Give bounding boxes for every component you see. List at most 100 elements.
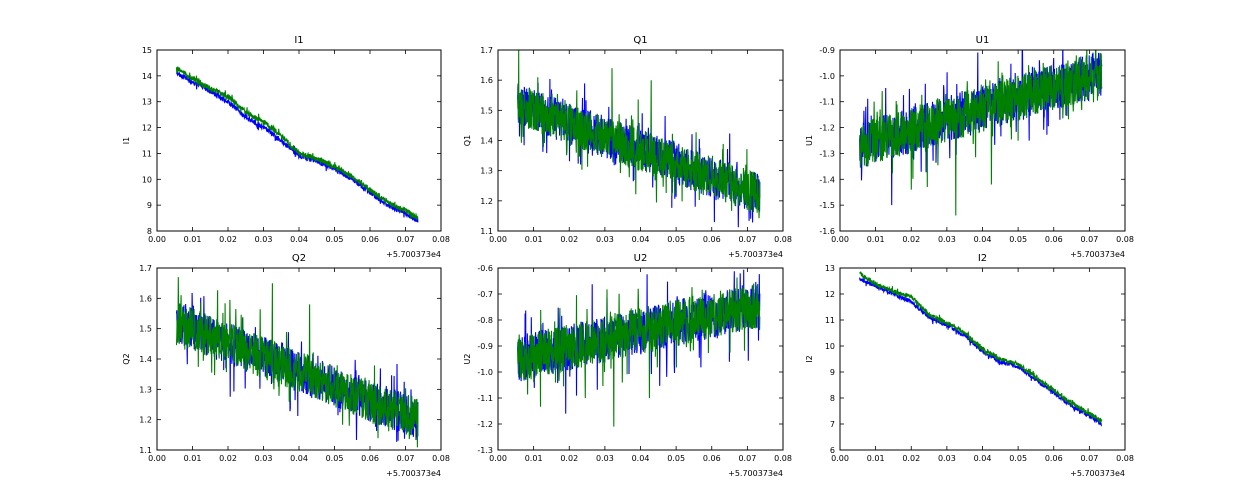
panel-title: I2 xyxy=(978,253,987,264)
y-tick-label: 10 xyxy=(142,175,152,184)
panel-title: U2 xyxy=(634,253,648,264)
y-tick-label: 1.7 xyxy=(139,264,152,273)
y-tick-label: 1.4 xyxy=(139,355,152,364)
y-tick-label: 11 xyxy=(142,149,152,158)
plot-frame xyxy=(156,49,442,232)
x-offset-label: +5.700373e4 xyxy=(1070,250,1125,259)
x-offset-label: +5.700373e4 xyxy=(1070,469,1125,478)
y-tick-label: 1.4 xyxy=(480,137,493,146)
subplot-u1: 0.00 0.01 0.02 0.03 0.04 0.05 0.06 0.07 0.08 -1.6… xyxy=(805,35,1134,259)
y-tick-label: 13 xyxy=(825,264,835,273)
x-tick-label: 0.03 xyxy=(596,235,614,244)
x-tick-label: 0.05 xyxy=(1009,454,1027,463)
y-axis-label: U2 xyxy=(463,354,472,365)
x-tick-label: 0.06 xyxy=(703,454,721,463)
subplot-i1: 0.00 0.01 0.02 0.03 0.04 0.05 0.06 0.07 0.08 8 9 10… xyxy=(122,35,450,259)
x-tick-label: 0.04 xyxy=(974,235,992,244)
panel-title: U1 xyxy=(976,35,990,46)
y-tick-label: -1.1 xyxy=(477,394,493,403)
x-tick-label: 0.05 xyxy=(667,235,685,244)
panel-title: Q2 xyxy=(292,253,306,264)
series-line-green xyxy=(175,277,419,448)
x-tick-label: 0.01 xyxy=(867,454,885,463)
y-tick-label: 9 xyxy=(147,201,152,210)
y-axis-label: I1 xyxy=(122,137,131,144)
series-line-blue xyxy=(859,277,1103,427)
y-tick-label: 10 xyxy=(825,342,835,351)
y-axis-label: I2 xyxy=(805,355,814,362)
x-tick-label: 0.08 xyxy=(774,454,792,463)
x-offset-label: +5.700373e4 xyxy=(728,250,783,259)
y-tick-label: 7 xyxy=(830,420,835,429)
y-tick-label: -0.9 xyxy=(819,46,835,55)
x-offset-label: +5.700373e4 xyxy=(386,469,441,478)
x-tick-label: 0.05 xyxy=(326,454,344,463)
y-tick-label: 1.5 xyxy=(480,106,493,115)
x-tick-label: 0.04 xyxy=(290,454,308,463)
x-tick-label: 0.07 xyxy=(1080,235,1098,244)
x-tick-label: 0.04 xyxy=(974,454,992,463)
x-tick-label: 0.00 xyxy=(489,235,507,244)
x-tick-label: 0.08 xyxy=(432,235,450,244)
y-tick-label: -1.3 xyxy=(477,446,493,455)
x-tick-label: 0.02 xyxy=(560,235,578,244)
y-tick-label: -1.5 xyxy=(819,201,835,210)
x-offset-label: +5.700373e4 xyxy=(728,469,783,478)
y-tick-label: 6 xyxy=(830,446,835,455)
y-tick-label: -0.6 xyxy=(477,264,493,273)
x-tick-label: 0.00 xyxy=(148,235,166,244)
y-tick-label: -0.8 xyxy=(477,316,493,325)
y-tick-label: -1.2 xyxy=(477,420,493,429)
y-tick-label: -1.0 xyxy=(477,368,493,377)
x-tick-label: 0.00 xyxy=(831,454,849,463)
y-tick-label: 14 xyxy=(142,72,152,81)
x-tick-label: 0.04 xyxy=(632,235,650,244)
y-tick-label: 8 xyxy=(830,394,835,403)
y-tick-label: 1.1 xyxy=(480,227,493,236)
x-tick-label: 0.07 xyxy=(738,235,756,244)
subplot-u2: 0.00 0.01 0.02 0.03 0.04 0.05 0.06 0.07 0.08 -1.3… xyxy=(463,253,792,478)
x-tick-label: 0.07 xyxy=(1080,454,1098,463)
x-tick-label: 0.06 xyxy=(361,235,379,244)
x-tick-label: 0.08 xyxy=(432,454,450,463)
y-tick-label: 8 xyxy=(147,227,152,236)
y-tick-label: -1.3 xyxy=(819,149,835,158)
x-tick-label: 0.07 xyxy=(397,454,415,463)
y-tick-label: -0.7 xyxy=(477,290,493,299)
y-tick-label: 13 xyxy=(142,98,152,107)
y-axis-label: U1 xyxy=(805,135,814,146)
x-tick-label: 0.06 xyxy=(1045,454,1063,463)
x-tick-label: 0.03 xyxy=(255,235,273,244)
x-tick-label: 0.02 xyxy=(902,235,920,244)
y-tick-label: -0.9 xyxy=(477,342,493,351)
series-line-green xyxy=(859,50,1103,216)
x-tick-label: 0.01 xyxy=(184,454,202,463)
x-tick-label: 0.03 xyxy=(596,454,614,463)
y-tick-label: -1.2 xyxy=(819,124,835,133)
series-line-green xyxy=(175,66,419,220)
y-tick-label: 11 xyxy=(825,316,835,325)
subplot-q2: 0.00 0.01 0.02 0.03 0.04 0.05 0.06 0.07 0.08 1.1 1… xyxy=(122,253,450,478)
x-tick-label: 0.07 xyxy=(738,454,756,463)
y-tick-label: 1.5 xyxy=(139,325,152,334)
y-tick-label: 1.1 xyxy=(139,446,152,455)
y-tick-label: -1.6 xyxy=(819,227,835,236)
x-tick-label: 0.01 xyxy=(525,235,543,244)
x-tick-label: 0.01 xyxy=(184,235,202,244)
x-tick-label: 0.04 xyxy=(290,235,308,244)
x-tick-label: 0.06 xyxy=(1045,235,1063,244)
x-tick-label: 0.05 xyxy=(1009,235,1027,244)
panel-title: Q1 xyxy=(633,35,647,46)
x-tick-label: 0.02 xyxy=(219,454,237,463)
y-tick-label: 15 xyxy=(142,46,152,55)
y-axis-label: Q2 xyxy=(122,353,131,364)
x-tick-label: 0.05 xyxy=(667,454,685,463)
y-tick-label: 1.3 xyxy=(139,385,152,394)
x-tick-label: 0.01 xyxy=(525,454,543,463)
series-line-green xyxy=(859,271,1103,423)
x-tick-label: 0.08 xyxy=(774,235,792,244)
y-tick-label: 1.6 xyxy=(139,294,152,303)
x-offset-label: +5.700373e4 xyxy=(386,250,441,259)
x-tick-label: 0.03 xyxy=(938,454,956,463)
